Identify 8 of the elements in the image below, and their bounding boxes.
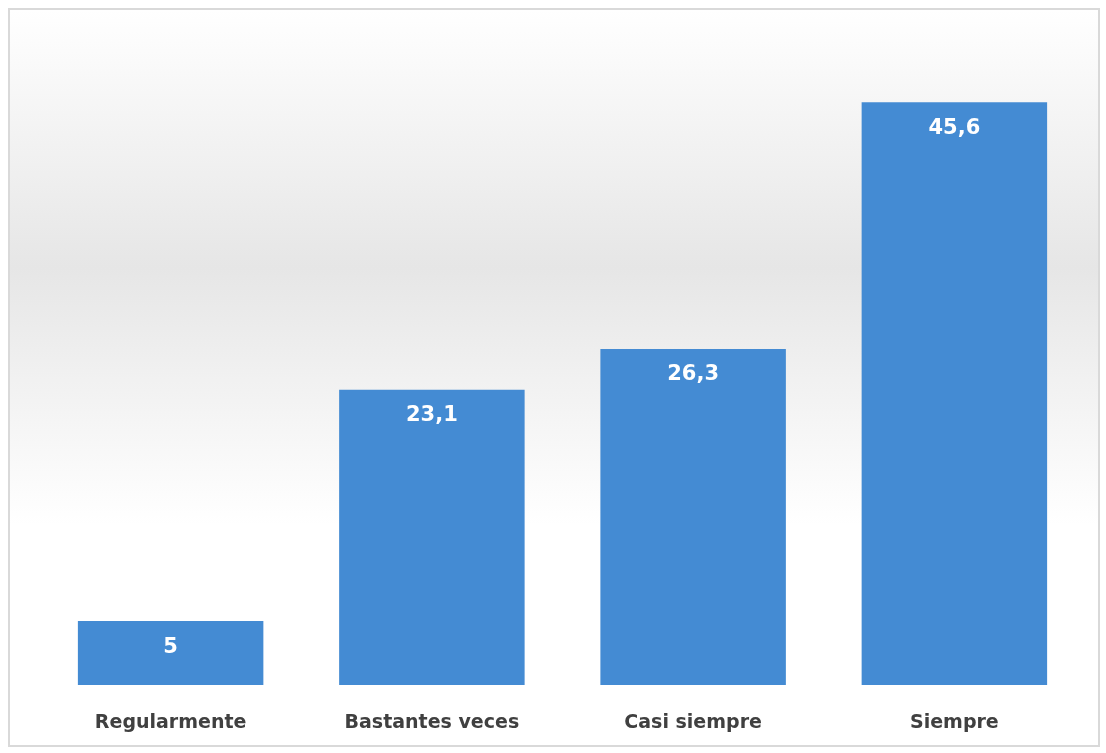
x-tick-label: Siempre — [910, 709, 999, 732]
x-tick-label: Regularmente — [94, 709, 247, 732]
data-label: 26,3 — [667, 361, 720, 386]
data-label: 5 — [163, 633, 178, 658]
data-label: 23,1 — [405, 402, 458, 427]
x-tick-label: Bastantes veces — [344, 709, 520, 732]
data-label: 45,6 — [928, 114, 981, 139]
x-tick-label: Casi siempre — [624, 709, 762, 732]
